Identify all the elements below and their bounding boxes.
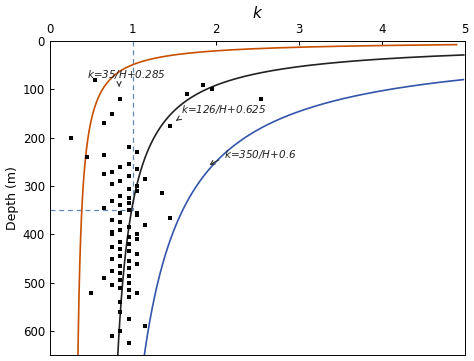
Point [117, 164, 124, 170]
Point [141, 222, 149, 228]
Text: $k$=35/$H$+0.285: $k$=35/$H$+0.285 [87, 68, 166, 86]
Point [183, 91, 191, 97]
Point [125, 241, 132, 247]
Point [133, 149, 141, 155]
Point [117, 253, 124, 259]
Point [125, 340, 132, 346]
Point [100, 275, 108, 281]
Point [125, 316, 132, 322]
Point [108, 111, 116, 117]
Point [125, 200, 132, 206]
Point [208, 87, 216, 92]
Point [133, 251, 141, 257]
Point [133, 183, 141, 189]
Point [108, 217, 116, 223]
Point [125, 224, 132, 230]
Point [100, 152, 108, 157]
Point [133, 232, 141, 238]
Point [117, 219, 124, 225]
Point [117, 285, 124, 291]
Point [117, 193, 124, 199]
Point [108, 282, 116, 288]
Point [125, 287, 132, 293]
Point [258, 96, 265, 102]
Point [100, 120, 108, 126]
Point [133, 261, 141, 266]
Point [133, 210, 141, 216]
Point [117, 227, 124, 232]
Point [67, 135, 74, 141]
Point [141, 323, 149, 329]
Point [133, 236, 141, 242]
Point [83, 154, 91, 160]
Point [108, 169, 116, 174]
Point [117, 263, 124, 269]
Point [125, 248, 132, 254]
Point [166, 123, 174, 129]
Point [108, 268, 116, 274]
Point [125, 174, 132, 179]
Point [108, 198, 116, 204]
Point [125, 144, 132, 150]
Point [125, 195, 132, 201]
Point [108, 232, 116, 238]
Point [125, 234, 132, 240]
Point [91, 77, 99, 83]
Point [117, 246, 124, 252]
Point [108, 229, 116, 235]
Point [125, 295, 132, 300]
Y-axis label: Depth (m): Depth (m) [6, 166, 18, 230]
Point [125, 258, 132, 264]
Point [117, 329, 124, 334]
Point [117, 299, 124, 305]
Point [117, 278, 124, 283]
Point [117, 96, 124, 102]
Point [117, 239, 124, 245]
Point [125, 280, 132, 286]
Point [108, 244, 116, 249]
Point [158, 191, 165, 196]
Point [133, 290, 141, 295]
Point [117, 299, 124, 305]
Point [125, 265, 132, 271]
Point [166, 215, 174, 221]
Point [133, 166, 141, 172]
Point [200, 82, 207, 87]
Point [117, 270, 124, 276]
Point [108, 181, 116, 187]
Point [133, 212, 141, 218]
Point [125, 273, 132, 278]
Point [141, 176, 149, 182]
Text: $k$=126/$H$+0.625: $k$=126/$H$+0.625 [177, 103, 266, 120]
Point [117, 309, 124, 315]
Point [125, 186, 132, 191]
Point [117, 203, 124, 208]
Point [117, 178, 124, 184]
Point [100, 171, 108, 177]
X-axis label: k: k [253, 5, 262, 21]
Point [125, 161, 132, 167]
Point [108, 256, 116, 262]
Point [100, 205, 108, 211]
Text: $k$=350/$H$+0.6: $k$=350/$H$+0.6 [210, 148, 297, 165]
Point [117, 210, 124, 216]
Point [125, 208, 132, 213]
Point [133, 188, 141, 194]
Point [88, 290, 95, 295]
Point [108, 333, 116, 339]
